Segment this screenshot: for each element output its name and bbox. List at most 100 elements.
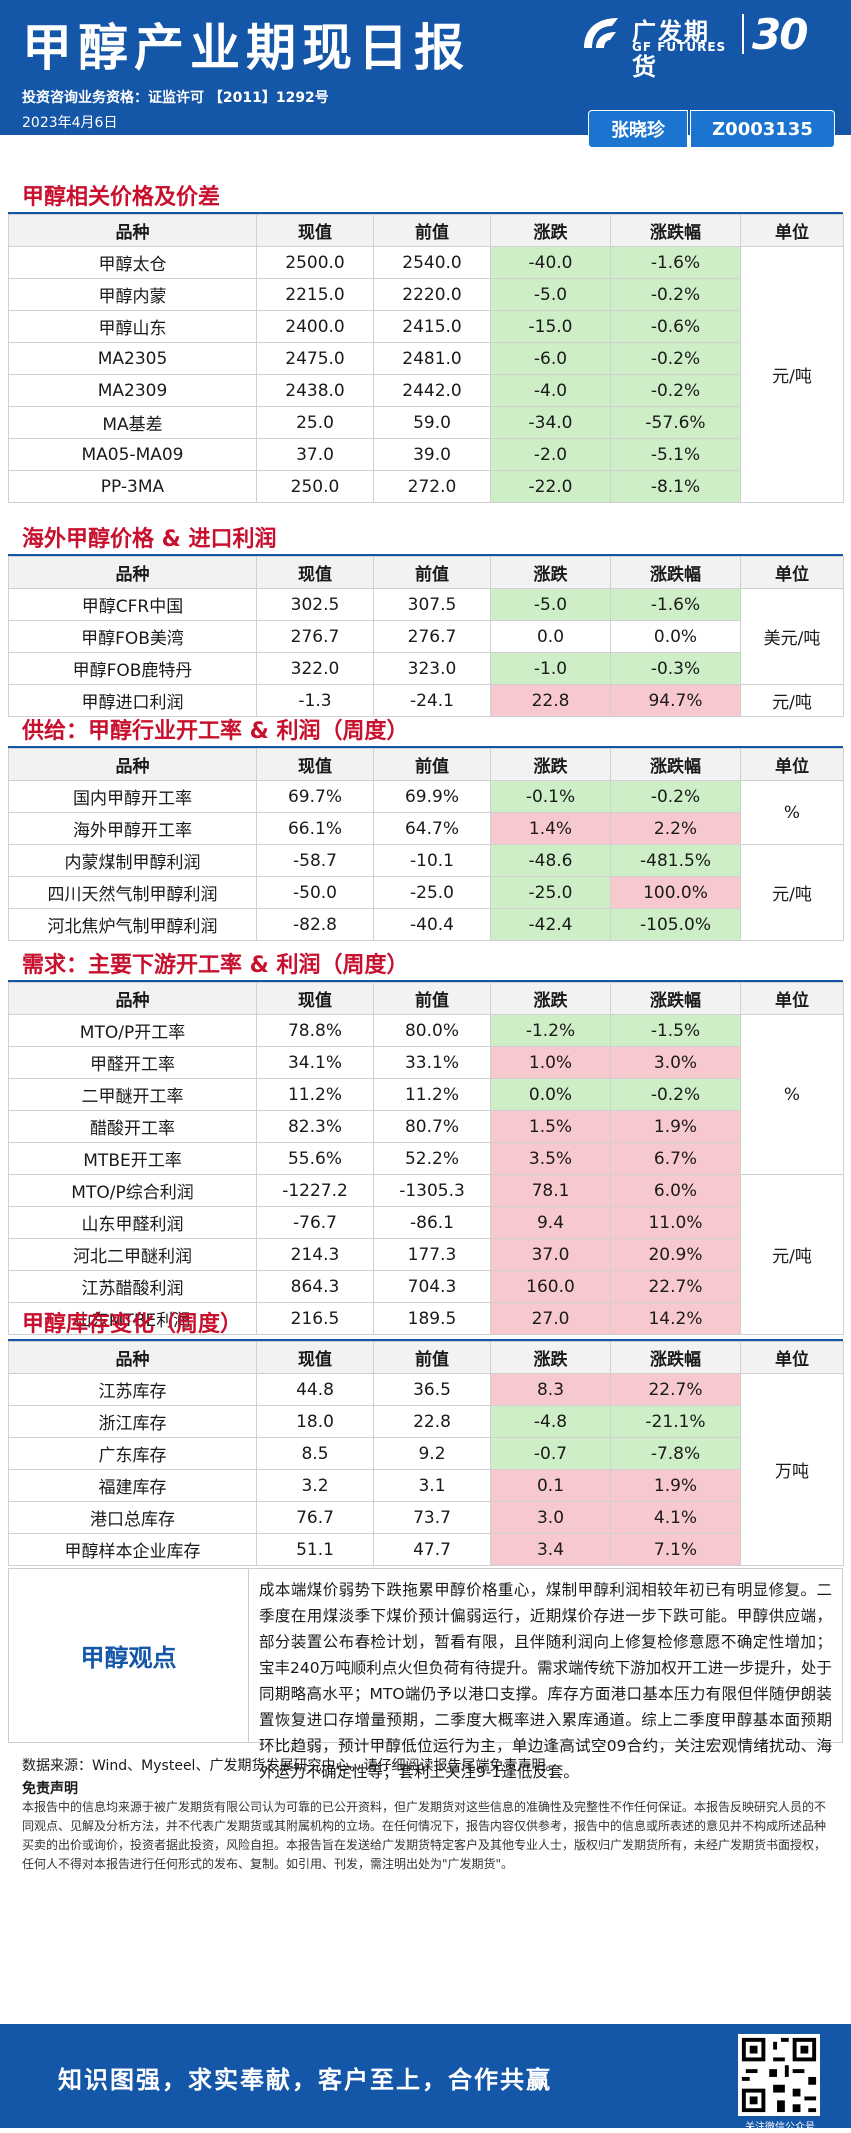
table-cell: 52.2% bbox=[373, 1142, 491, 1175]
table-cell: -1.0 bbox=[490, 652, 611, 685]
table-cell: 276.7 bbox=[256, 620, 374, 653]
table-cell: 9.4 bbox=[490, 1206, 611, 1239]
column-header: 涨跌 bbox=[490, 214, 611, 247]
table-cell: -5.0 bbox=[490, 588, 611, 621]
table-cell: 醋酸开工率 bbox=[8, 1110, 257, 1143]
disclaimer-text: 本报告中的信息均来源于被广发期货有限公司认为可靠的已公开资料，但广发期货对这些信… bbox=[22, 1800, 827, 1871]
table-cell: -0.2% bbox=[610, 342, 741, 375]
table-row: 甲醇FOB鹿特丹 322.0 323.0 -1.0 -0.3% bbox=[8, 652, 844, 685]
table-cell: -1.6% bbox=[610, 588, 741, 621]
table-cell: 2500.0 bbox=[256, 246, 374, 279]
section-5: 甲醇库存变化（周度） 品种 现值 前值 涨跌 涨跌幅 单位 江苏库存 44.8 36.5 8.3 22… bbox=[8, 1305, 844, 1566]
table-cell: 甲醇太仓 bbox=[8, 246, 257, 279]
table-cell: 0.1 bbox=[490, 1469, 611, 1502]
column-header: 单位 bbox=[740, 556, 844, 589]
table-cell: -34.0 bbox=[490, 406, 611, 439]
footer-slogan: 知识图强，求实奉献，客户至上，合作共赢 bbox=[58, 2066, 552, 2094]
column-header: 品种 bbox=[8, 748, 257, 781]
column-header: 涨跌幅 bbox=[610, 556, 741, 589]
column-header: 单位 bbox=[740, 1341, 844, 1374]
table-cell: 11.2% bbox=[256, 1078, 374, 1111]
section-1: 甲醇相关价格及价差 品种 现值 前值 涨跌 涨跌幅 单位 甲醇太仓 2500.0 2540.0 -4… bbox=[8, 178, 844, 503]
table-cell: MTO/P综合利润 bbox=[8, 1174, 257, 1207]
table-cell: -0.2% bbox=[610, 1078, 741, 1111]
disclaimer-title: 免责声明 bbox=[22, 1781, 78, 1797]
table-cell: -15.0 bbox=[490, 310, 611, 343]
column-header: 现值 bbox=[256, 214, 374, 247]
footer: 知识图强，求实奉献，客户至上，合作共赢 关注微信公众号 bbox=[0, 2024, 851, 2133]
data-table: 品种 现值 前值 涨跌 涨跌幅 单位 国内甲醇开工率 69.7% 69.9% -0.1% -0.2%… bbox=[8, 748, 844, 941]
table-row: 甲醇太仓 2500.0 2540.0 -40.0 -1.6% 元/吨 bbox=[8, 246, 844, 503]
table-cell: -57.6% bbox=[610, 406, 741, 439]
table-cell: 2438.0 bbox=[256, 374, 374, 407]
table-cell: 8.3 bbox=[490, 1373, 611, 1406]
report-title: 甲醇产业期现日报 bbox=[22, 19, 470, 77]
table-cell: 2215.0 bbox=[256, 278, 374, 311]
table-cell: -25.0 bbox=[373, 876, 491, 909]
table-cell: 3.0 bbox=[490, 1501, 611, 1534]
column-header: 涨跌幅 bbox=[610, 982, 741, 1015]
data-table: 品种 现值 前值 涨跌 涨跌幅 单位 江苏库存 44.8 36.5 8.3 22.7% 万吨 浙江库存 1… bbox=[8, 1341, 844, 1566]
table-row: 江苏库存 44.8 36.5 8.3 22.7% 万吨 bbox=[8, 1373, 844, 1566]
table-row: 河北焦炉气制甲醇利润 -82.8 -40.4 -42.4 -105.0% bbox=[8, 908, 844, 941]
table-cell: -2.0 bbox=[490, 438, 611, 471]
unit-cell: 美元/吨 bbox=[740, 588, 844, 685]
column-header: 涨跌 bbox=[490, 556, 611, 589]
data-table: 品种 现值 前值 涨跌 涨跌幅 单位 甲醇CFR中国 302.5 307.5 -5.0 -1.6% 美… bbox=[8, 556, 844, 717]
table-cell: -1.5% bbox=[610, 1014, 741, 1047]
table-cell: -24.1 bbox=[373, 684, 491, 717]
table-cell: 177.3 bbox=[373, 1238, 491, 1271]
anniversary-badge: 30 bbox=[752, 10, 842, 59]
table-cell: 272.0 bbox=[373, 470, 491, 503]
table-cell: PP-3MA bbox=[8, 470, 257, 503]
table-row: MTBE开工率 55.6% 52.2% 3.5% 6.7% bbox=[8, 1142, 844, 1175]
table-cell: 20.9% bbox=[610, 1238, 741, 1271]
unit-cell: 万吨 bbox=[740, 1373, 844, 1566]
table-row: 国内甲醇开工率 69.7% 69.9% -0.1% -0.2%% bbox=[8, 780, 844, 845]
table-cell: -105.0% bbox=[610, 908, 741, 941]
table-cell: -8.1% bbox=[610, 470, 741, 503]
table-cell: 160.0 bbox=[490, 1270, 611, 1303]
table-cell: -22.0 bbox=[490, 470, 611, 503]
qr-code-icon bbox=[738, 2034, 820, 2116]
table-header-row: 品种 现值 前值 涨跌 涨跌幅 单位 bbox=[8, 214, 844, 247]
column-header: 涨跌幅 bbox=[610, 214, 741, 247]
table-cell: 甲醇FOB鹿特丹 bbox=[8, 652, 257, 685]
table-cell: 甲醇进口利润 bbox=[8, 684, 257, 717]
table-cell: -76.7 bbox=[256, 1206, 374, 1239]
table-cell: 78.8% bbox=[256, 1014, 374, 1047]
table-cell: 22.8 bbox=[490, 684, 611, 717]
table-cell: 64.7% bbox=[373, 812, 491, 845]
table-header-row: 品种 现值 前值 涨跌 涨跌幅 单位 bbox=[8, 748, 844, 781]
table-cell: 甲醇山东 bbox=[8, 310, 257, 343]
table-cell: 广东库存 bbox=[8, 1437, 257, 1470]
section-title: 甲醇库存变化（周度） bbox=[8, 1305, 843, 1341]
table-cell: 福建库存 bbox=[8, 1469, 257, 1502]
table-row: 江苏醋酸利润 864.3 704.3 160.0 22.7% bbox=[8, 1270, 844, 1303]
license-info: 投资咨询业务资格：证监许可 【2011】1292号 bbox=[22, 90, 329, 106]
column-header: 现值 bbox=[256, 748, 374, 781]
table-cell: 322.0 bbox=[256, 652, 374, 685]
table-cell: 22.7% bbox=[610, 1270, 741, 1303]
column-header: 品种 bbox=[8, 214, 257, 247]
table-row: 广东库存 8.5 9.2 -0.7 -7.8% bbox=[8, 1437, 844, 1470]
table-row: 福建库存 3.2 3.1 0.1 1.9% bbox=[8, 1469, 844, 1502]
table-cell: 4.1% bbox=[610, 1501, 741, 1534]
table-cell: 0.0% bbox=[610, 620, 741, 653]
table-cell: 2400.0 bbox=[256, 310, 374, 343]
unit-cell: 元/吨 bbox=[740, 246, 844, 503]
report-date: 2023年4月6日 bbox=[22, 115, 118, 131]
table-cell: 27.0 bbox=[490, 1302, 611, 1335]
table-row: 甲醇内蒙 2215.0 2220.0 -5.0 -0.2% bbox=[8, 278, 844, 311]
table-cell: 6.0% bbox=[610, 1174, 741, 1207]
table-cell: -40.0 bbox=[490, 246, 611, 279]
table-cell: 7.1% bbox=[610, 1533, 741, 1566]
table-cell: 3.4 bbox=[490, 1533, 611, 1566]
table-cell: -40.4 bbox=[373, 908, 491, 941]
column-header: 品种 bbox=[8, 982, 257, 1015]
column-header: 前值 bbox=[373, 748, 491, 781]
unit-cell: 元/吨 bbox=[740, 684, 844, 717]
company-logo: 广发期货 GF FUTURES bbox=[578, 12, 733, 81]
column-header: 涨跌 bbox=[490, 982, 611, 1015]
table-cell: 二甲醚开工率 bbox=[8, 1078, 257, 1111]
